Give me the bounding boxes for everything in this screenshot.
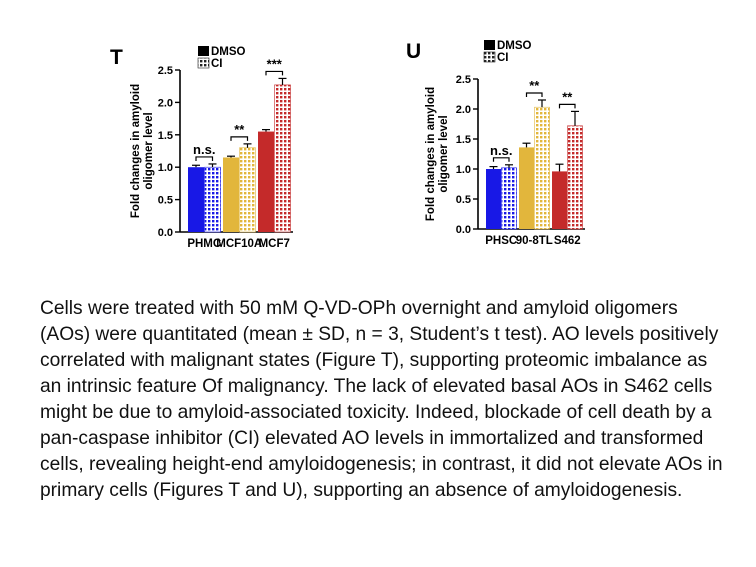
significance-bracket bbox=[558, 103, 576, 109]
bar-dmso-phmc bbox=[188, 167, 204, 232]
y-tick-label: 2.0 bbox=[456, 104, 471, 116]
y-tick-label: 0.5 bbox=[456, 194, 471, 206]
panel-u: U 0.0 0.5 1.0 1.5 2.0 2.5 Fold changes in amylo… bbox=[406, 40, 585, 247]
x-tick-label: PHSC bbox=[485, 235, 517, 247]
y-tick-label: 1.0 bbox=[456, 164, 471, 176]
x-tick-label: MCF10A bbox=[216, 238, 262, 250]
panel-label: U bbox=[406, 40, 421, 63]
y-axis-label: Fold changes in amyloidoligomer level bbox=[425, 87, 450, 221]
bar-ci-s462 bbox=[567, 125, 583, 230]
y-axis-label-line: Fold changes in amyloid bbox=[425, 87, 437, 221]
legend-swatch-ci bbox=[483, 51, 496, 63]
significance-label: ** bbox=[234, 122, 245, 137]
significance-label: n.s. bbox=[490, 143, 512, 158]
bar-dmso-phsc bbox=[486, 169, 501, 229]
bar-ci-phsc bbox=[501, 167, 517, 230]
significance-label: ** bbox=[562, 89, 573, 104]
y-axis-label-line: oligomer level bbox=[438, 115, 450, 192]
y-axis-label-line: oligomer level bbox=[143, 112, 155, 189]
panel-label: T bbox=[110, 46, 123, 69]
significance-label: ** bbox=[529, 78, 540, 93]
y-tick-label: 2.0 bbox=[158, 97, 173, 109]
x-tick-label: MCF7 bbox=[259, 238, 290, 250]
legend-label-dmso: DMSO bbox=[497, 40, 532, 52]
y-tick-label: 1.0 bbox=[158, 162, 173, 174]
y-tick-label: 2.5 bbox=[456, 74, 471, 86]
bar-dmso-s462 bbox=[552, 171, 567, 229]
legend-swatch-dmso bbox=[484, 40, 495, 50]
bar-ci-mcf10a bbox=[239, 147, 256, 233]
significance-label: *** bbox=[267, 56, 283, 71]
bar-ci-phmc bbox=[204, 166, 221, 233]
x-tick-label: 90-8TL bbox=[516, 235, 553, 247]
bar-dmso-90-8tl bbox=[519, 147, 534, 229]
significance-bracket bbox=[195, 156, 214, 161]
significance-bracket bbox=[230, 136, 249, 141]
y-tick-label: 1.5 bbox=[158, 130, 173, 142]
bar-ci-90-8tl bbox=[534, 106, 550, 230]
bar-dmso-mcf10a bbox=[223, 157, 239, 232]
legend-swatch-dmso bbox=[198, 46, 209, 56]
significance-bracket bbox=[492, 157, 510, 162]
bar-ci-mcf7 bbox=[274, 84, 291, 233]
x-tick-label: PHMC bbox=[187, 238, 221, 250]
figure-caption: Cells were treated with 50 mM Q-VD-OPh o… bbox=[40, 298, 723, 501]
significance-bracket bbox=[525, 92, 543, 97]
y-tick-label: 1.5 bbox=[456, 134, 471, 146]
significance-label: n.s. bbox=[193, 142, 215, 157]
bar-dmso-mcf7 bbox=[258, 131, 274, 232]
legend-label-dmso: DMSO bbox=[211, 46, 246, 58]
legend-label-ci: CI bbox=[211, 58, 223, 70]
y-tick-label: 0.0 bbox=[456, 224, 471, 236]
y-axis-label-line: Fold changes in amyloid bbox=[130, 84, 142, 218]
x-tick-label: S462 bbox=[554, 235, 581, 247]
legend-swatch-ci bbox=[197, 57, 210, 69]
y-tick-label: 2.5 bbox=[158, 65, 173, 77]
significance-bracket bbox=[265, 70, 284, 76]
y-axis-label: Fold changes in amyloidoligomer level bbox=[130, 84, 155, 218]
y-tick-label: 0.0 bbox=[158, 227, 173, 239]
legend-label-ci: CI bbox=[497, 52, 509, 64]
y-tick-label: 0.5 bbox=[158, 195, 173, 207]
